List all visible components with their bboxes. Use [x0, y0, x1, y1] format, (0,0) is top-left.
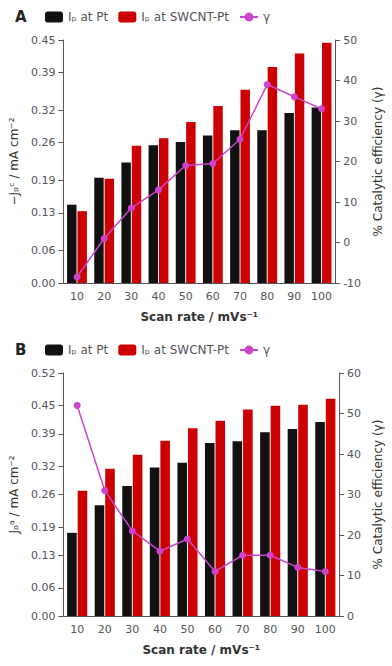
svg-text:90: 90: [287, 290, 301, 303]
svg-text:0.06: 0.06: [31, 244, 56, 257]
svg-text:40: 40: [153, 623, 167, 636]
svg-text:0.19: 0.19: [31, 174, 56, 187]
svg-text:20: 20: [98, 623, 112, 636]
svg-text:B: B: [15, 341, 26, 359]
svg-text:50: 50: [179, 290, 193, 303]
svg-text:100: 100: [311, 290, 332, 303]
svg-text:40: 40: [343, 74, 357, 87]
svg-text:Scan rate / mVs⁻¹: Scan rate / mVs⁻¹: [140, 310, 258, 324]
svg-text:30: 30: [343, 115, 357, 128]
svg-text:30: 30: [347, 488, 361, 501]
svg-text:20: 20: [347, 529, 361, 542]
svg-text:0.19: 0.19: [31, 521, 56, 534]
svg-text:10: 10: [70, 623, 84, 636]
svg-text:Iₚ at Pt: Iₚ at Pt: [68, 343, 109, 357]
svg-text:40: 40: [347, 448, 361, 461]
svg-text:0.32: 0.32: [31, 460, 56, 473]
svg-text:30: 30: [124, 290, 138, 303]
svg-text:Iₚ at SWCNT-Pt: Iₚ at SWCNT-Pt: [141, 343, 229, 357]
svg-text:% Catalytic efficiency (γ): % Catalytic efficiency (γ): [371, 420, 385, 570]
svg-text:20: 20: [97, 290, 111, 303]
svg-text:20: 20: [343, 155, 357, 168]
svg-text:0.45: 0.45: [31, 399, 56, 412]
svg-text:0.45: 0.45: [31, 34, 56, 47]
svg-text:γ: γ: [263, 10, 270, 24]
svg-text:80: 80: [260, 290, 274, 303]
svg-text:30: 30: [125, 623, 139, 636]
svg-text:0.39: 0.39: [31, 427, 56, 440]
svg-text:70: 70: [233, 290, 247, 303]
svg-text:80: 80: [263, 623, 277, 636]
svg-text:0.13: 0.13: [31, 549, 56, 562]
svg-text:50: 50: [347, 407, 361, 420]
svg-text:Jₚᵃ / mA cm⁻²: Jₚᵃ / mA cm⁻²: [7, 455, 21, 534]
svg-text:100: 100: [315, 623, 336, 636]
svg-text:0.06: 0.06: [31, 581, 56, 594]
svg-text:0.00: 0.00: [31, 610, 56, 623]
svg-text:Iₚ at SWCNT-Pt: Iₚ at SWCNT-Pt: [141, 10, 229, 24]
svg-text:10: 10: [70, 290, 84, 303]
svg-text:70: 70: [236, 623, 250, 636]
svg-text:0: 0: [347, 610, 354, 623]
svg-text:10: 10: [343, 196, 357, 209]
svg-text:90: 90: [291, 623, 305, 636]
svg-text:0.52: 0.52: [31, 367, 56, 380]
svg-text:50: 50: [343, 34, 357, 47]
svg-text:Scan rate / mVs⁻¹: Scan rate / mVs⁻¹: [142, 643, 260, 657]
svg-text:60: 60: [347, 367, 361, 380]
svg-text:10: 10: [347, 569, 361, 582]
svg-text:0.13: 0.13: [31, 206, 56, 219]
svg-text:% Catalytic efficiency (γ): % Catalytic efficiency (γ): [371, 87, 385, 237]
svg-text:-10: -10: [343, 277, 361, 290]
svg-text:0: 0: [343, 236, 350, 249]
svg-text:60: 60: [208, 623, 222, 636]
svg-text:−Jₚᶜ / mA cm⁻²: −Jₚᶜ / mA cm⁻²: [7, 117, 21, 205]
svg-text:0.26: 0.26: [31, 488, 56, 501]
svg-text:50: 50: [180, 623, 194, 636]
svg-text:A: A: [15, 8, 27, 26]
svg-text:γ: γ: [263, 343, 270, 357]
svg-text:60: 60: [206, 290, 220, 303]
svg-text:0.39: 0.39: [31, 66, 56, 79]
svg-text:0.00: 0.00: [31, 277, 56, 290]
svg-text:0.26: 0.26: [31, 136, 56, 149]
svg-text:40: 40: [152, 290, 166, 303]
svg-text:Iₚ at Pt: Iₚ at Pt: [68, 10, 109, 24]
svg-text:0.32: 0.32: [31, 104, 56, 117]
